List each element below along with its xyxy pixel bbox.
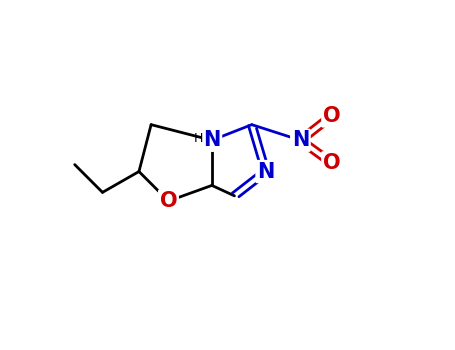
Text: N: N: [203, 130, 221, 150]
Text: N: N: [292, 130, 309, 150]
Text: O: O: [160, 191, 177, 211]
Text: H: H: [194, 132, 203, 145]
Text: N: N: [257, 162, 274, 182]
Text: O: O: [323, 106, 340, 126]
Text: O: O: [323, 153, 340, 173]
